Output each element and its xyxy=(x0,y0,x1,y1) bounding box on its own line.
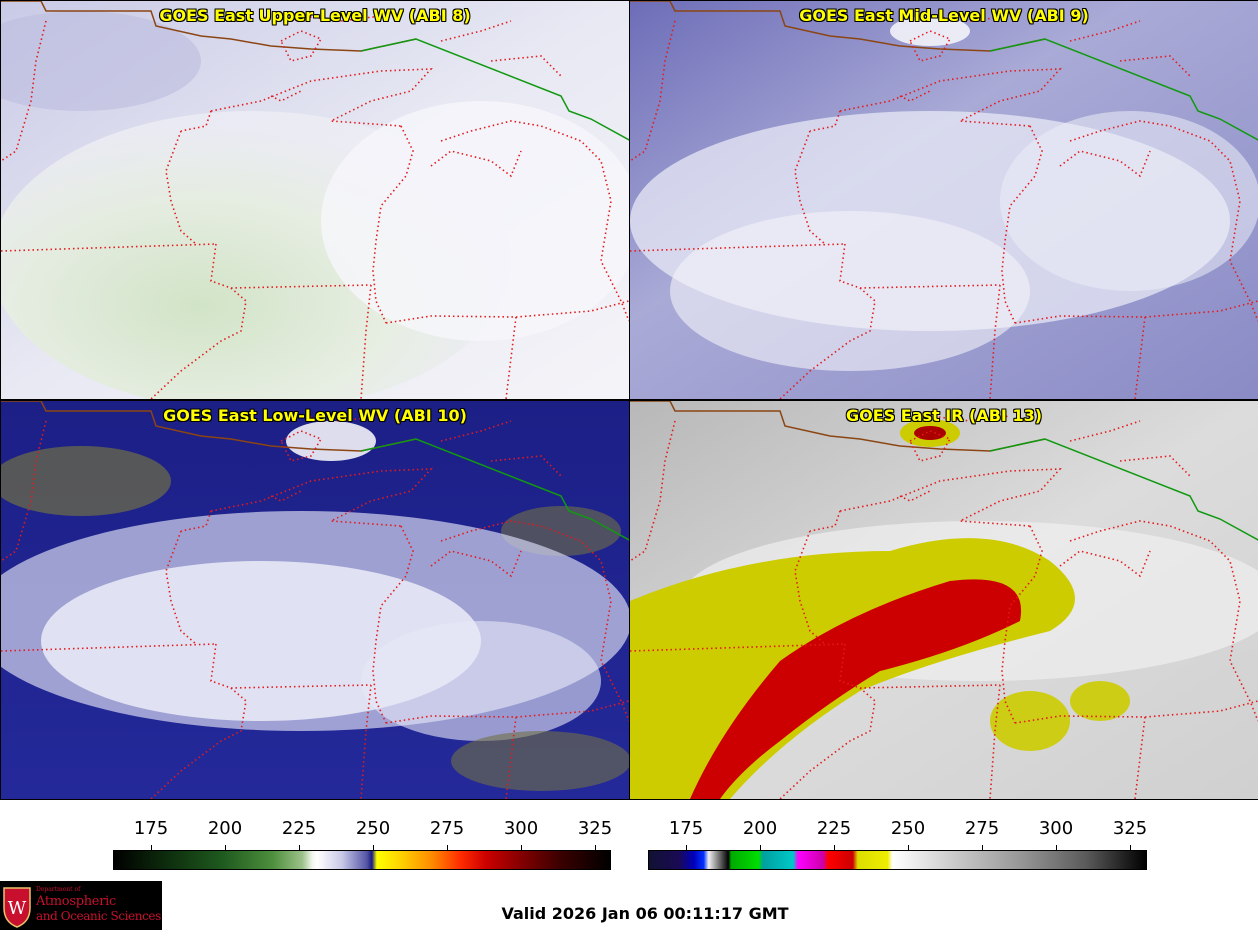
colorbar-right-gradient xyxy=(648,850,1147,870)
tick-label: 175 xyxy=(133,818,169,839)
mid-level-wv-image xyxy=(630,1,1258,399)
colorbar-left-gradient xyxy=(113,850,611,870)
tick-label: 250 xyxy=(355,818,391,839)
tick-label: 325 xyxy=(1112,818,1148,839)
logo-line2: and Oceanic Sciences xyxy=(36,909,161,923)
uw-crest-icon: W xyxy=(3,887,31,928)
panel-ir: GOES East IR (ABI 13) xyxy=(629,400,1258,800)
tick-label: 300 xyxy=(1038,818,1074,839)
tick-label: 200 xyxy=(742,818,778,839)
panel-title: GOES East Low-Level WV (ABI 10) xyxy=(163,406,467,425)
panel-title: GOES East Upper-Level WV (ABI 8) xyxy=(159,6,471,25)
aos-logo: W Department of Atmospheric and Oceanic … xyxy=(0,881,162,930)
logo-dept-text: Department of xyxy=(36,886,81,893)
tick-label: 275 xyxy=(429,818,465,839)
svg-text:W: W xyxy=(8,898,27,919)
tick-label: 225 xyxy=(281,818,317,839)
tick-label: 225 xyxy=(816,818,852,839)
panel-low-level-wv: GOES East Low-Level WV (ABI 10) xyxy=(0,400,630,800)
low-level-wv-image xyxy=(1,401,629,799)
panel-mid-level-wv: GOES East Mid-Level WV (ABI 9) xyxy=(629,0,1258,400)
tick-label: 325 xyxy=(577,818,613,839)
ir-image xyxy=(630,401,1258,799)
tick-label: 275 xyxy=(964,818,1000,839)
tick-label: 300 xyxy=(503,818,539,839)
panel-title: GOES East IR (ABI 13) xyxy=(845,406,1043,425)
tick-label: 250 xyxy=(890,818,926,839)
tick-label: 175 xyxy=(668,818,704,839)
panel-upper-level-wv: GOES East Upper-Level WV (ABI 8) xyxy=(0,0,630,400)
tick-label: 200 xyxy=(207,818,243,839)
logo-line1: Atmospheric xyxy=(36,894,116,909)
valid-time: Valid 2026 Jan 06 00:11:17 GMT xyxy=(501,904,789,923)
upper-level-wv-image xyxy=(1,1,629,399)
panel-title: GOES East Mid-Level WV (ABI 9) xyxy=(799,6,1089,25)
